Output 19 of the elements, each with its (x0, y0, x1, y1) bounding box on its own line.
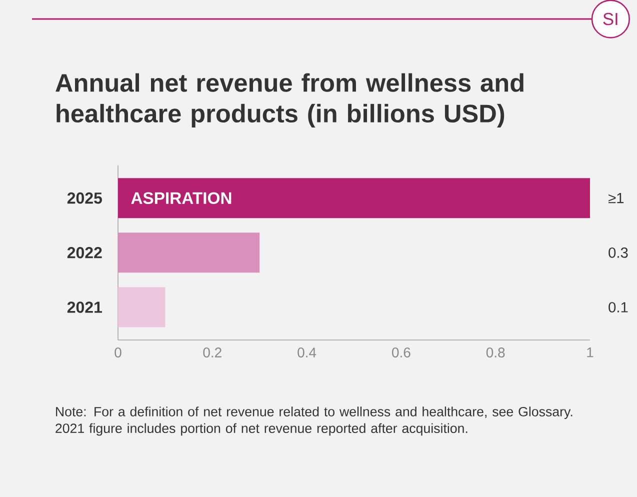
annotation: ASPIRATION (131, 192, 232, 204)
y-tick-label: 2025 (67, 192, 102, 204)
data-label: 0.1 (608, 302, 628, 312)
x-tick-label: 0.4 (298, 348, 316, 358)
bar (118, 287, 166, 328)
chart-title: Annual net revenue from wellness and healthcare products (in billions USD) (56, 73, 524, 128)
x-tick-label: 0 (114, 348, 122, 358)
text: SI (603, 12, 618, 26)
x-tick-label: 0.6 (392, 348, 410, 358)
y-tick-label: 2021 (67, 302, 102, 313)
x-tick-label: 1 (587, 348, 594, 358)
data-label: 0.3 (608, 247, 628, 258)
x-tick-label: 0.8 (486, 348, 505, 358)
y-tick-label: 2022 (67, 247, 102, 258)
bar (118, 178, 590, 218)
data-label: ≥1 (608, 193, 624, 204)
bar (118, 232, 260, 273)
text: Note: For a definition of net revenue related to wellness and healthcare, see Glossary. 2021 figure includes portion of net revenue reported after acquisition. (56, 406, 572, 436)
x-tick-label: 0.2 (203, 348, 222, 358)
